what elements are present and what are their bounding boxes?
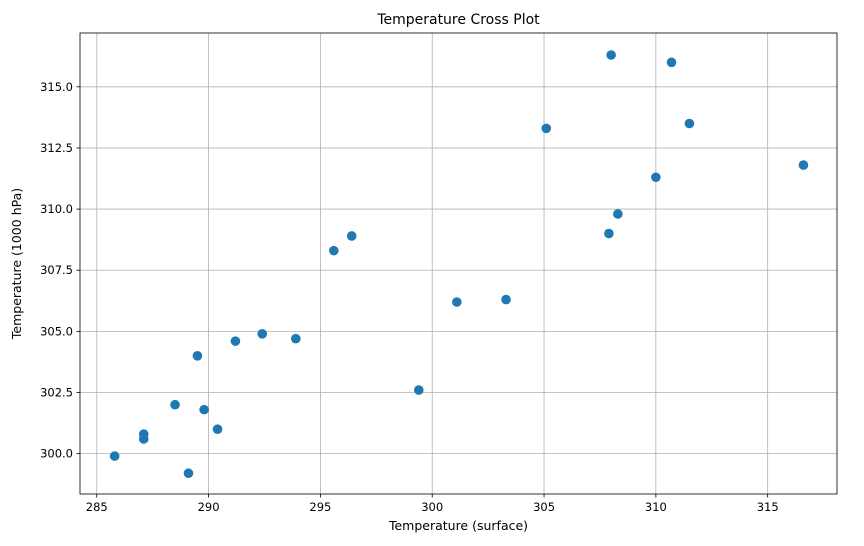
plot-area-frame [79, 32, 838, 495]
scatter-point [651, 172, 661, 183]
scatter-point [606, 50, 616, 60]
x-tick-label: 310 [645, 500, 667, 514]
scatter-point [170, 399, 180, 410]
scatter-point [329, 245, 339, 256]
scatter-point [798, 160, 809, 170]
scatter-point [192, 351, 203, 361]
axis-ticks: 285 290 295 300 305 310 315 300.0 302.5 305.0 307.… [40, 80, 779, 514]
scatter-point [183, 468, 194, 479]
y-axis-label: Temperature (1000 hPa) [9, 188, 24, 340]
scatter-point [666, 57, 677, 68]
x-axis-label: Temperature (surface) [388, 518, 528, 533]
x-tick-label: 285 [86, 500, 108, 514]
scatter-point [501, 294, 511, 305]
scatter-point [604, 228, 614, 239]
scatter-point [138, 434, 149, 444]
x-tick-label: 290 [198, 500, 220, 514]
scatter-point [199, 404, 209, 415]
data-points [109, 50, 809, 479]
scatter-point [613, 209, 623, 219]
scatter-point [212, 424, 223, 434]
scatter-point [541, 123, 552, 134]
grid-lines [80, 33, 837, 494]
x-tick-label: 300 [421, 500, 443, 514]
scatter-point [257, 329, 268, 339]
chart-title: Temperature Cross Plot [376, 12, 540, 28]
y-tick-label: 310.0 [40, 202, 73, 216]
scatter-point [684, 118, 695, 129]
scatter-point [452, 297, 462, 307]
x-tick-label: 315 [757, 500, 779, 514]
scatter-point [414, 385, 424, 395]
y-tick-label: 302.5 [40, 386, 73, 400]
y-tick-label: 300.0 [40, 447, 73, 461]
y-tick-label: 307.5 [40, 263, 73, 277]
y-tick-label: 312.5 [40, 141, 73, 155]
scatter-point [230, 336, 241, 346]
y-tick-label: 315.0 [40, 80, 73, 94]
x-tick-label: 305 [533, 500, 555, 514]
scatter-point [109, 451, 120, 461]
x-tick-label: 295 [309, 500, 331, 514]
scatter-point [291, 333, 301, 344]
y-tick-label: 305.0 [40, 324, 73, 338]
scatter-point [346, 231, 357, 241]
